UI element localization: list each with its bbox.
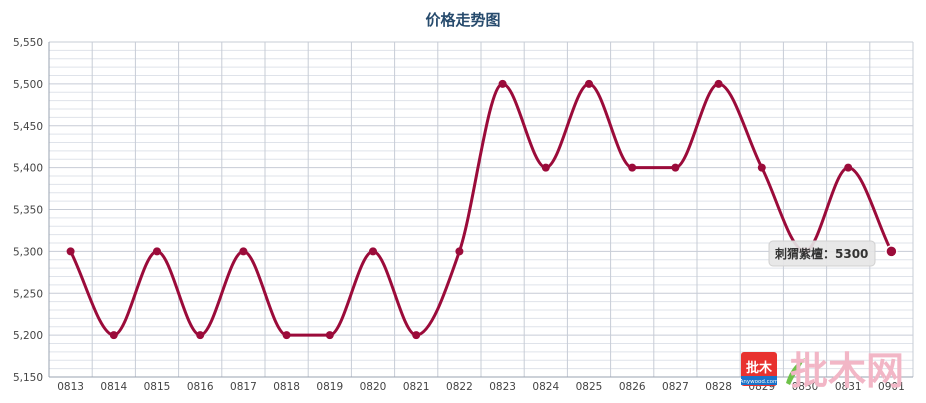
chart-grid (48, 41, 914, 378)
x-tick-label: 0818 (273, 381, 300, 393)
y-tick-label: 5,500 (13, 79, 43, 91)
x-tick-label: 0901 (878, 381, 905, 393)
watermark-badge-text: 批木 (746, 360, 773, 376)
x-tick-label: 0830 (792, 381, 819, 393)
y-tick-label: 5,350 (13, 205, 43, 217)
data-point (541, 163, 550, 172)
data-point (757, 163, 766, 172)
x-tick-label: 0831 (835, 381, 862, 393)
x-tick-label: 0819 (316, 381, 343, 393)
data-point (498, 79, 507, 88)
y-axis-ticks: 5,150 5,200 5,250 5,300 5,350 5,400 5,450 5,500… (13, 37, 43, 384)
x-tick-label: 0823 (489, 381, 516, 393)
y-tick-label: 5,250 (13, 288, 43, 300)
watermark-badge-subtext: Anywood.com (740, 379, 779, 385)
watermark: 批木 Anywood.com 批木网 (740, 349, 904, 393)
data-point (153, 247, 161, 256)
y-tick-label: 5,300 (13, 246, 43, 258)
data-point (844, 163, 853, 172)
x-tick-label: 0825 (576, 381, 603, 393)
x-tick-label: 0827 (662, 381, 689, 393)
watermark-badge-strip (741, 376, 777, 385)
data-point (282, 331, 291, 340)
x-tick-label: 0828 (705, 381, 732, 393)
x-tick-label: 0824 (532, 381, 559, 393)
y-tick-label: 5,550 (13, 37, 43, 49)
x-tick-label: 0821 (403, 381, 430, 393)
data-point (671, 163, 680, 172)
tooltip-text: 刺猬紫檀：5300 (774, 246, 868, 261)
x-tick-label: 0822 (446, 381, 473, 393)
data-point (585, 79, 593, 88)
data-point (412, 331, 421, 340)
y-tick-label: 5,200 (13, 330, 43, 342)
chart-title: 价格走势图 (425, 11, 500, 29)
tooltip-box (768, 240, 876, 267)
watermark-big-text: 批木网 (790, 349, 904, 393)
x-tick-label: 0813 (57, 381, 84, 393)
data-point (714, 79, 723, 88)
data-point (369, 247, 377, 256)
x-axis-ticks: 0813 0814 0815 0816 0817 0818 0819 0820 0821 0822… (57, 381, 905, 393)
data-point (325, 331, 334, 340)
leaf-icon (786, 358, 805, 385)
x-tick-label: 0814 (100, 381, 127, 393)
y-tick-label: 5,450 (13, 121, 43, 133)
data-point (239, 247, 248, 256)
tooltip: 刺猬紫檀：5300 (768, 240, 876, 267)
x-tick-label: 0817 (230, 381, 257, 393)
data-point (109, 331, 118, 340)
data-point (628, 163, 637, 172)
data-point (885, 245, 898, 258)
data-point (455, 247, 464, 256)
x-tick-label: 0816 (187, 381, 214, 393)
data-point (196, 331, 205, 340)
x-tick-label: 0820 (360, 381, 387, 393)
data-point (66, 247, 75, 256)
y-tick-label: 5,150 (13, 372, 43, 384)
y-tick-label: 5,400 (13, 163, 43, 175)
x-tick-label: 0826 (619, 381, 646, 393)
x-tick-label: 0815 (144, 381, 171, 393)
